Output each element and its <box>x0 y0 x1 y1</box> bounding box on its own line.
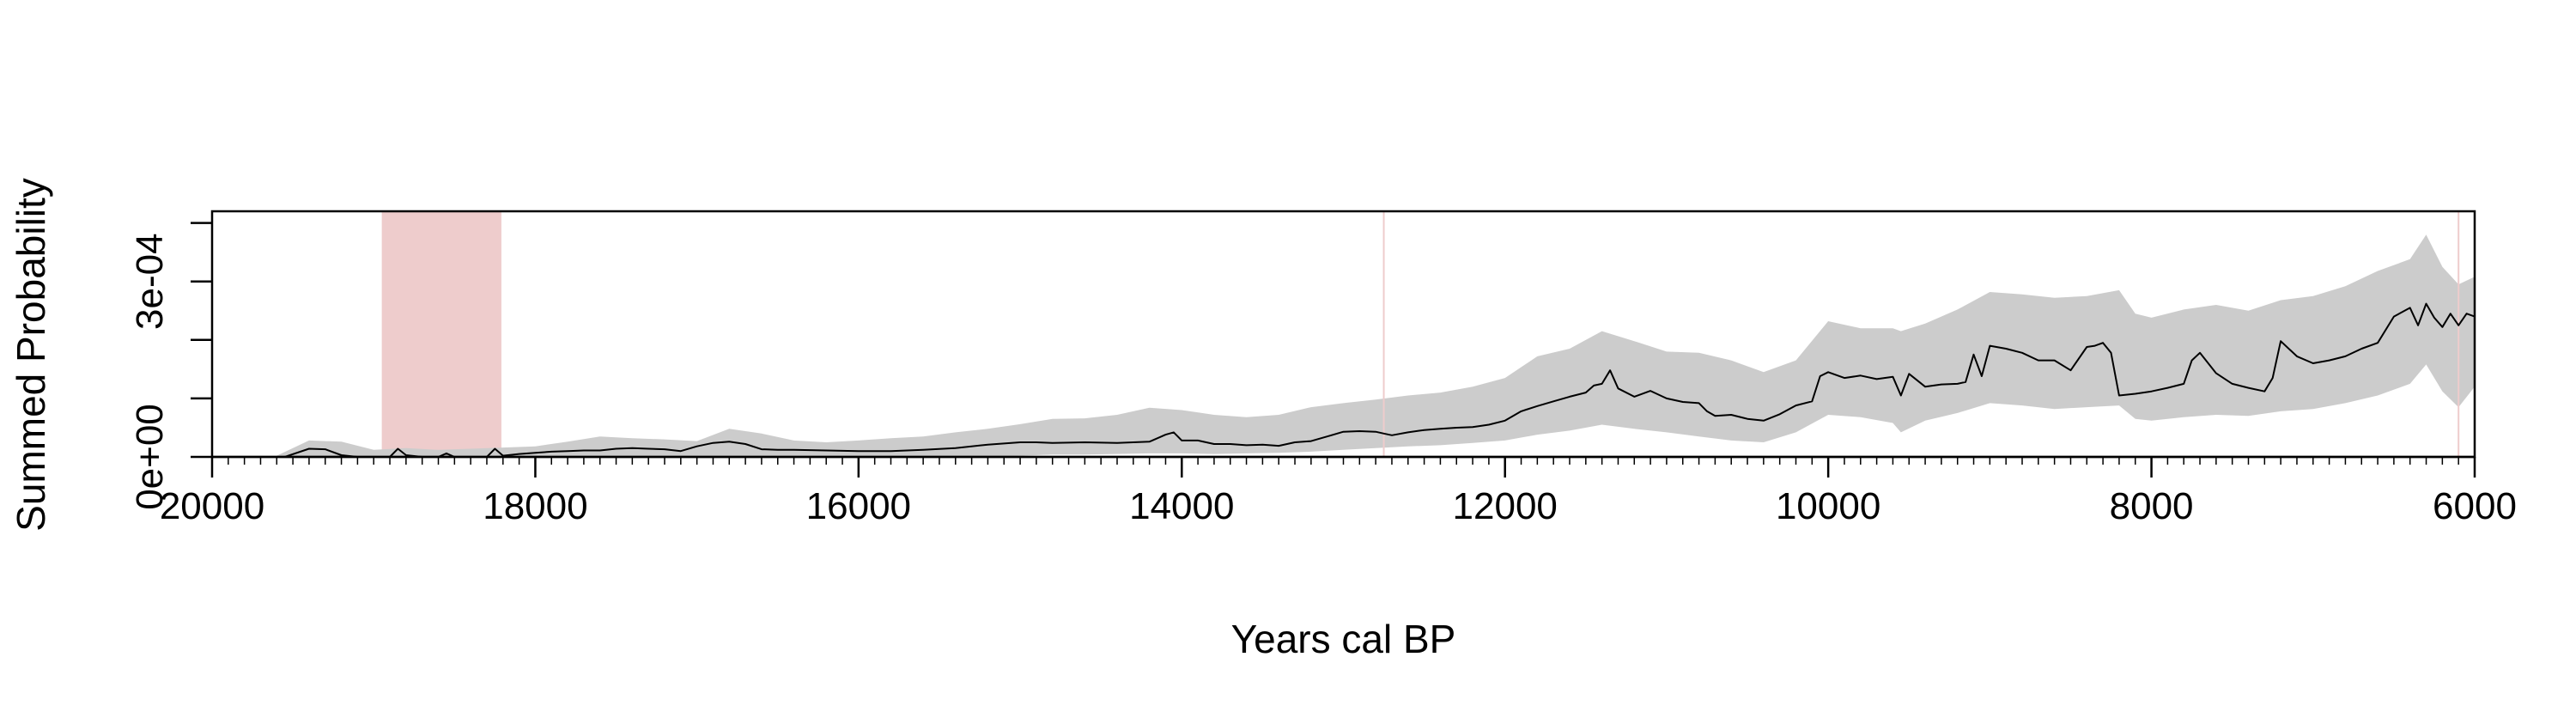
x-tick-label: 16000 <box>806 485 911 527</box>
x-axis-title: Years cal BP <box>1231 617 1456 661</box>
x-tick-label: 20000 <box>160 485 264 527</box>
y-tick-label: 0e+00 <box>129 404 171 510</box>
x-tick-label: 10000 <box>1776 485 1880 527</box>
x-tick-label: 6000 <box>2433 485 2517 527</box>
x-tick-label: 8000 <box>2110 485 2194 527</box>
confidence-envelope <box>276 234 2475 457</box>
y-axis-title: Summed Probability <box>9 178 53 532</box>
x-tick-label: 12000 <box>1453 485 1558 527</box>
highlight-region-0 <box>381 211 501 457</box>
x-tick-label: 14000 <box>1129 485 1234 527</box>
y-tick-label: 3e-04 <box>129 233 171 330</box>
summed-probability-line <box>284 302 2475 457</box>
x-tick-label: 18000 <box>483 485 587 527</box>
